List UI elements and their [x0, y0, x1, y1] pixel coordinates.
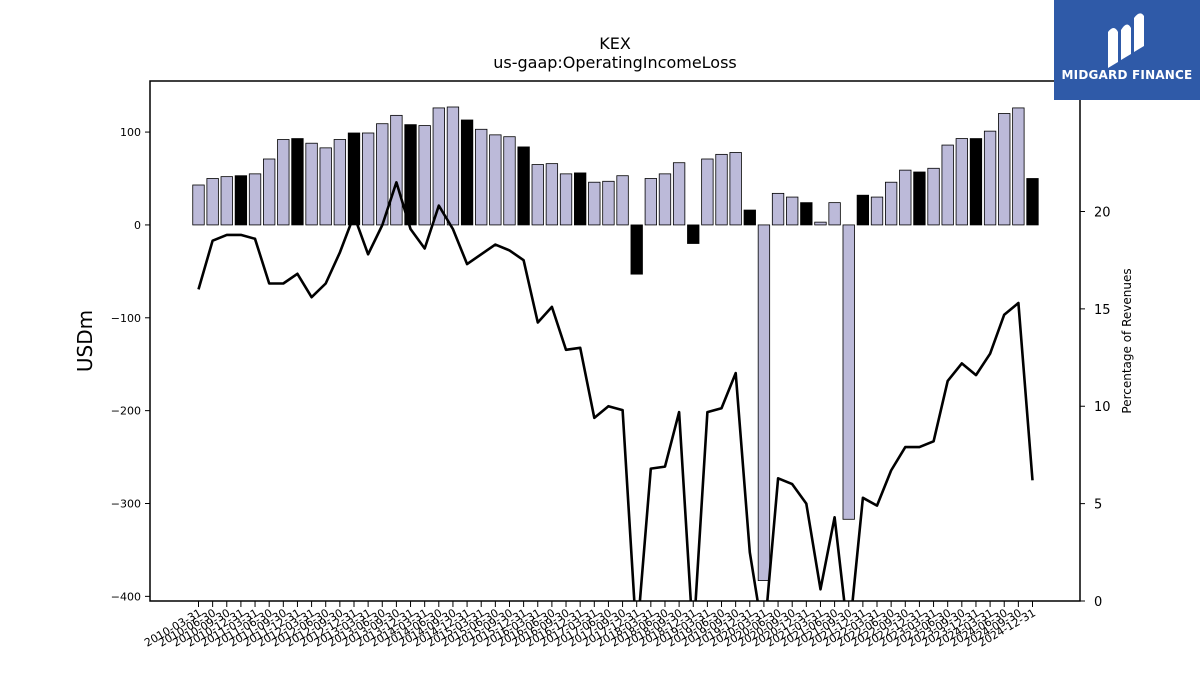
bar	[517, 146, 530, 226]
bar	[941, 144, 954, 226]
line-series	[197, 181, 1034, 601]
chart-title: KEX	[599, 34, 631, 53]
bar	[1026, 178, 1039, 226]
bar	[503, 136, 516, 226]
bar	[884, 181, 898, 226]
bar	[998, 113, 1011, 226]
bar	[800, 202, 813, 226]
bar	[630, 224, 643, 275]
bar	[828, 202, 841, 226]
bar	[687, 224, 700, 244]
bar	[672, 162, 686, 226]
bar	[192, 184, 205, 226]
y2-tick-label: 20	[1094, 205, 1111, 220]
bar	[347, 132, 361, 226]
bar	[206, 178, 219, 226]
y2-tick-label: 10	[1094, 400, 1111, 415]
bar	[234, 175, 248, 226]
bar	[870, 196, 884, 226]
bar	[814, 221, 827, 226]
y-axis-label: USDm	[73, 310, 97, 372]
bar	[658, 173, 672, 226]
y2-axis-label: Percentage of Revenues	[1120, 268, 1134, 413]
plot-frame	[149, 80, 1081, 602]
bar	[559, 173, 573, 226]
bar	[319, 147, 332, 226]
bar	[715, 153, 728, 226]
bar	[842, 224, 855, 520]
bar	[446, 106, 460, 226]
y-tick-label: 100	[120, 126, 141, 139]
bar	[545, 163, 559, 226]
bar	[390, 114, 403, 226]
chart-subtitle: us-gaap:OperatingIncomeLoss	[493, 53, 737, 72]
bar	[856, 194, 870, 226]
bar	[743, 209, 756, 226]
y-tick-label: −400	[111, 590, 141, 603]
bar	[291, 138, 304, 226]
bar	[969, 138, 983, 226]
y-tick-label: −100	[111, 312, 141, 325]
bar	[899, 169, 912, 226]
bar	[757, 224, 771, 581]
bar	[955, 138, 968, 226]
bar	[277, 139, 290, 226]
bar	[489, 134, 502, 226]
bar	[644, 178, 657, 226]
bar	[305, 142, 318, 226]
midgard-logo-icon	[1108, 13, 1144, 68]
y2-tick-label: 5	[1094, 498, 1102, 513]
bar	[263, 158, 276, 226]
midgard-finance-logo: MIDGARD FINANCE	[1054, 0, 1200, 100]
bar-series	[192, 106, 1039, 581]
y2-tick-label: 15	[1094, 303, 1111, 318]
bar	[701, 158, 714, 226]
percentage-line	[197, 181, 1034, 601]
bar	[983, 130, 997, 226]
bar	[460, 119, 474, 226]
y-tick-label: 0	[134, 219, 141, 232]
bar	[602, 180, 615, 226]
bar	[729, 152, 742, 226]
bar	[913, 171, 926, 226]
bar	[771, 192, 785, 226]
brand-name: MIDGARD FINANCE	[1061, 68, 1193, 82]
y-tick-label: −200	[111, 405, 141, 418]
bar	[616, 175, 629, 226]
bar	[333, 139, 347, 226]
bar	[588, 181, 601, 226]
bar	[475, 128, 488, 226]
y-tick-label: −300	[111, 498, 141, 511]
bar	[574, 172, 587, 226]
y2-tick-label: 0	[1094, 595, 1102, 610]
bar	[432, 107, 445, 226]
bar	[220, 176, 233, 226]
bar	[404, 124, 417, 226]
bar	[531, 164, 544, 226]
bar	[927, 167, 940, 226]
bar	[248, 173, 262, 226]
bar	[418, 125, 431, 226]
bar	[1012, 107, 1025, 226]
bar	[361, 132, 375, 226]
bar	[786, 196, 799, 226]
